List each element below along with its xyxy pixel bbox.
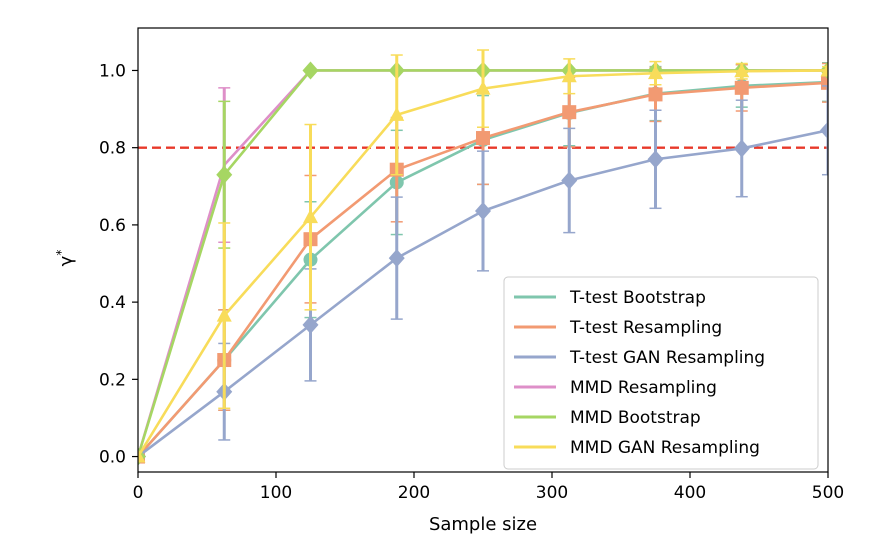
legend-item: MMD Resampling bbox=[514, 378, 717, 398]
legend-label: T-test Resampling bbox=[569, 318, 722, 338]
y-axis-label-star: * bbox=[54, 250, 68, 256]
legend-label: T-test GAN Resampling bbox=[569, 348, 765, 368]
data-point bbox=[648, 65, 663, 80]
y-tick-label: 0.4 bbox=[99, 293, 126, 313]
data-point bbox=[648, 87, 663, 102]
plot-area bbox=[138, 49, 828, 466]
y-tick-label: 0.0 bbox=[99, 448, 126, 468]
y-tick-label: 1.0 bbox=[99, 61, 126, 81]
data-point bbox=[733, 139, 750, 158]
x-tick-label: 500 bbox=[812, 483, 844, 503]
data-point bbox=[389, 106, 405, 121]
y-tick-label: 0.8 bbox=[99, 139, 126, 159]
y-axis-label: γ* bbox=[54, 250, 77, 267]
data-point bbox=[476, 131, 490, 146]
data-point bbox=[216, 307, 232, 322]
data-point bbox=[561, 171, 578, 190]
legend-label: MMD Bootstrap bbox=[570, 408, 701, 428]
data-point bbox=[216, 165, 233, 184]
data-point bbox=[388, 249, 405, 268]
x-tick-label: 200 bbox=[398, 483, 430, 503]
data-point bbox=[647, 150, 664, 169]
legend-item: MMD GAN Resampling bbox=[514, 438, 760, 458]
y-tick-label: 0.2 bbox=[99, 370, 126, 390]
x-tick-label: 100 bbox=[260, 483, 292, 503]
legend-label: MMD Resampling bbox=[570, 378, 717, 398]
plot-frame bbox=[137, 27, 829, 473]
x-tick-label: 0 bbox=[133, 483, 144, 503]
legend-item: T-test Bootstrap bbox=[514, 288, 706, 308]
legend-box bbox=[503, 276, 819, 470]
legend-label: MMD GAN Resampling bbox=[570, 438, 760, 458]
legend-item: T-test Resampling bbox=[514, 318, 722, 338]
data-point bbox=[734, 63, 750, 78]
y-tick-label: 0.6 bbox=[99, 216, 126, 236]
x-tick-label: 300 bbox=[536, 483, 568, 503]
data-point bbox=[734, 80, 749, 95]
data-point bbox=[302, 315, 319, 334]
data-point bbox=[475, 202, 491, 221]
legend-label: T-test Bootstrap bbox=[569, 288, 706, 308]
legend-item: T-test GAN Resampling bbox=[514, 348, 765, 368]
legend-item: MMD Bootstrap bbox=[514, 408, 701, 428]
legend: T-test Bootstrap T-test Resampling T-test … bbox=[503, 276, 819, 470]
y-axis-label-gamma: γ bbox=[56, 255, 77, 266]
x-axis-label: Sample size bbox=[429, 514, 537, 535]
series-6 bbox=[138, 49, 828, 463]
data-point bbox=[820, 121, 828, 140]
data-point bbox=[562, 105, 577, 120]
data-point bbox=[475, 80, 491, 95]
data-point bbox=[561, 68, 577, 83]
x-tick-label: 400 bbox=[674, 483, 706, 503]
data-point bbox=[138, 448, 146, 463]
data-point bbox=[820, 62, 828, 77]
data-point bbox=[302, 61, 319, 80]
data-point bbox=[821, 75, 828, 90]
data-point bbox=[303, 209, 318, 224]
